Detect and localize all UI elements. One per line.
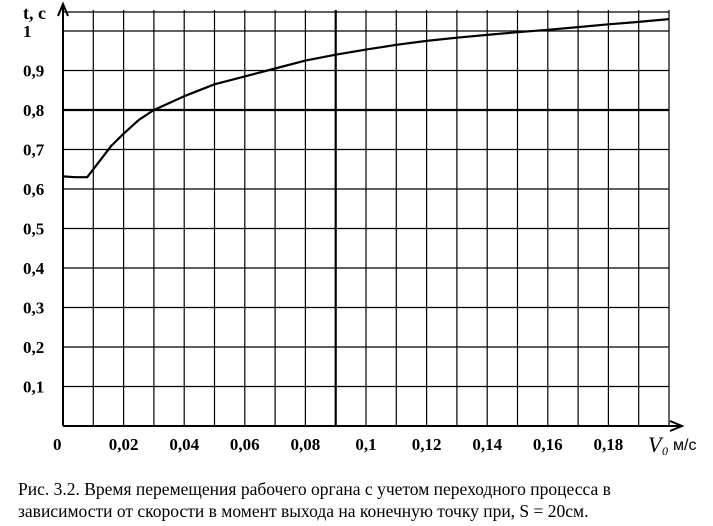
chart: 0,1 0,2 0,3 0,4 0,5 0,6 0,7 0,8 0,9 1 0,02 0,04 0,06…: [23, 1, 696, 458]
x-tick-label: 0,02: [109, 435, 139, 454]
chart-axes: [57, 1, 685, 432]
x-tick-label: 0,08: [291, 435, 321, 454]
y-tick-label: 0,6: [23, 180, 44, 199]
x-axis-subscript: 0: [662, 444, 668, 458]
caption-line-2: зависимости от скорости в момент выхода …: [18, 501, 589, 521]
x-tick-label: 0,06: [230, 435, 260, 454]
y-axis-arrow: [57, 1, 69, 17]
x-tick-label: 0,1: [355, 435, 376, 454]
y-tick-label: 1: [23, 22, 32, 41]
y-tick-label: 0,7: [23, 141, 45, 160]
y-tick-label: 0,3: [23, 299, 44, 318]
emphasis-lines: [63, 10, 669, 426]
y-tick-label: 0,2: [23, 338, 44, 357]
x-tick-label: 0,12: [412, 435, 442, 454]
y-axis-label: t, с: [23, 3, 46, 23]
data-series: [63, 18, 669, 179]
y-tick-label: 0,9: [23, 62, 44, 81]
x-tick-label: 0,14: [472, 435, 502, 454]
series-line: [63, 18, 669, 179]
x-tick-label: 0,16: [533, 435, 563, 454]
figure-caption: Рис. 3.2. Время перемещения рабочего орг…: [18, 478, 698, 522]
origin-label: 0: [53, 435, 62, 454]
x-axis-unit: м/с: [673, 437, 696, 454]
x-tick-label: 0,18: [594, 435, 624, 454]
y-tick-label: 0,4: [23, 259, 45, 278]
y-tick-label: 0,5: [23, 220, 44, 239]
y-tick-label: 0,8: [23, 101, 44, 120]
x-axis-symbol: V: [648, 432, 664, 457]
x-axis-label: V 0 м/с: [648, 432, 696, 458]
caption-line-1: Рис. 3.2. Время перемещения рабочего орг…: [18, 479, 611, 499]
y-tick-label: 0,1: [23, 378, 44, 397]
chart-grid: [63, 10, 670, 426]
x-axis-arrow: [669, 420, 685, 432]
tick-labels: 0,1 0,2 0,3 0,4 0,5 0,6 0,7 0,8 0,9 1 0,02 0,04 0,06…: [23, 22, 623, 454]
x-tick-label: 0,04: [169, 435, 199, 454]
